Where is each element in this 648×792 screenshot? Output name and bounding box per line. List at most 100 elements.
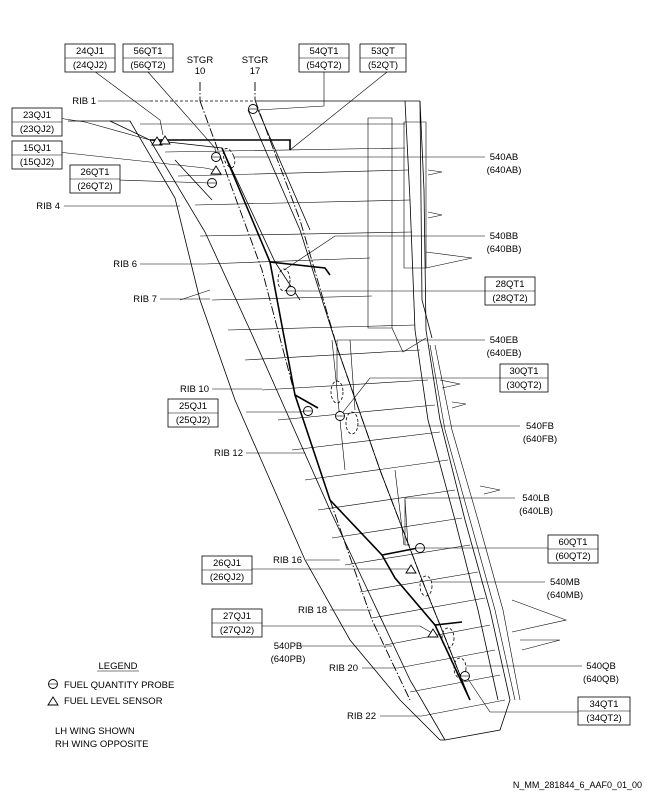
stringer-17-title: STGR [242,55,269,66]
compartment-540lb: 540LB (640LB) [519,493,553,517]
svg-text:60QT1: 60QT1 [558,537,587,548]
svg-text:540MB: 540MB [550,577,580,588]
probe-60qt [415,543,425,553]
fuel-quantity-probe-icon [48,679,58,689]
svg-text:(26QT2): (26QT2) [77,181,112,192]
svg-text:53QT: 53QT [371,46,395,57]
box-53qt: 53QT (52QT) [359,43,407,73]
box-24qj: 24QJ1 (24QJ2) [64,43,116,73]
svg-text:(34QT2): (34QT2) [586,713,621,724]
rib-1-label: RIB 1 [72,96,96,107]
legend-sensor-label: FUEL LEVEL SENSOR [64,696,163,707]
svg-text:(54QT2): (54QT2) [306,60,341,71]
legend: LEGEND FUEL QUANTITY PROBE FUEL LEVEL SE… [47,661,174,750]
compartment-540pb: 540PB (640PB) [271,641,306,665]
sensor-26qj [405,564,417,574]
svg-text:(640BB): (640BB) [487,244,522,255]
wing-outline [68,100,511,741]
stringer-17-number: 17 [250,66,261,77]
svg-text:34QT1: 34QT1 [589,699,618,710]
box-26qt: 26QT1 (26QT2) [69,164,121,194]
probe-56qt [211,152,221,162]
svg-text:23QJ1: 23QJ1 [23,110,51,121]
box-28qt: 28QT1 (28QT2) [484,276,536,306]
probe-25qj [303,406,313,416]
svg-text:54QT1: 54QT1 [309,46,338,57]
svg-text:30QT1: 30QT1 [509,366,538,377]
rib-7-label: RIB 7 [133,294,157,305]
svg-text:(27QJ2): (27QJ2) [220,625,254,636]
compartment-540eb: 540EB (640EB) [487,335,522,359]
box-30qt: 30QT1 (30QT2) [499,363,549,393]
box-23qj: 23QJ1 (23QJ2) [11,107,63,137]
svg-text:(640AB): (640AB) [487,165,522,176]
rib-16-label: RIB 16 [273,555,302,566]
rib-4-label: RIB 4 [36,201,60,212]
svg-text:27QJ1: 27QJ1 [223,611,251,622]
svg-text:(28QT2): (28QT2) [492,293,527,304]
box-27qj: 27QJ1 (27QJ2) [211,608,263,638]
svg-text:(23QJ2): (23QJ2) [20,124,54,135]
legend-probe-label: FUEL QUANTITY PROBE [64,680,174,691]
rib-18-label: RIB 18 [298,605,327,616]
compartment-540fb: 540FB (640FB) [523,421,557,445]
svg-text:24QJ1: 24QJ1 [76,46,104,57]
svg-text:(52QT): (52QT) [368,60,398,71]
rib-10-label: RIB 10 [180,384,209,395]
rib-12-label: RIB 12 [214,448,243,459]
svg-text:540PB: 540PB [274,641,303,652]
svg-text:540QB: 540QB [586,661,616,672]
rib-6-label: RIB 6 [113,259,137,270]
box-34qt: 34QT1 (34QT2) [577,696,631,726]
svg-text:540EB: 540EB [490,335,519,346]
box-15qj: 15QJ1 (15QJ2) [11,140,63,170]
probe-28qt [286,286,296,296]
ribs [140,123,506,717]
wing-note-line-1: LH WING SHOWN [55,726,135,737]
svg-text:(30QT2): (30QT2) [506,380,541,391]
stringer-10-number: 10 [195,66,206,77]
svg-text:28QT1: 28QT1 [495,279,524,290]
svg-text:540LB: 540LB [522,493,549,504]
stringer-10-title: STGR [187,55,214,66]
svg-text:56QT1: 56QT1 [133,46,162,57]
compartment-540bb: 540BB (640BB) [487,231,522,255]
svg-text:(60QT2): (60QT2) [555,551,590,562]
compartment-540qb: 540QB (640QB) [583,661,619,685]
svg-text:25QJ1: 25QJ1 [179,401,207,412]
svg-text:540AB: 540AB [490,152,519,163]
fuel-quantity-probes [207,104,470,681]
svg-text:(640MB): (640MB) [547,590,583,601]
svg-text:540BB: 540BB [490,231,519,242]
probe-runs [150,109,471,701]
svg-text:(15QJ2): (15QJ2) [20,157,54,168]
svg-text:(24QJ2): (24QJ2) [73,60,107,71]
box-54qt: 54QT1 (54QT2) [298,43,350,73]
sensor-23qj [151,136,163,146]
wing-note-line-2: RH WING OPPOSITE [55,739,148,750]
probe-30qt [335,411,345,421]
svg-text:15QJ1: 15QJ1 [23,143,51,154]
trailing-edge-structure [367,117,568,701]
fuel-level-sensors [151,135,439,638]
svg-text:(640PB): (640PB) [271,654,306,665]
sensor-27qj [427,628,439,638]
compartment-540ab: 540AB (640AB) [487,152,522,176]
legend-title: LEGEND [98,661,137,672]
svg-text:540FB: 540FB [526,421,554,432]
probe-26qt [207,178,217,188]
svg-text:(640FB): (640FB) [523,434,557,445]
figure-id: N_MM_281844_6_AAF0_01_00 [513,780,642,790]
sensor-15qj [210,165,222,175]
box-26qj: 26QJ1 (26QJ2) [201,555,253,585]
svg-text:(640QB): (640QB) [583,674,619,685]
svg-text:(640EB): (640EB) [487,348,522,359]
box-60qt: 60QT1 (60QT2) [547,534,599,564]
svg-text:(640LB): (640LB) [519,506,553,517]
leader-lines [57,55,582,717]
probe-34qt [460,671,470,681]
box-56qt: 56QT1 (56QT2) [122,43,174,73]
svg-text:26QT1: 26QT1 [80,167,109,178]
svg-text:(56QT2): (56QT2) [130,60,165,71]
